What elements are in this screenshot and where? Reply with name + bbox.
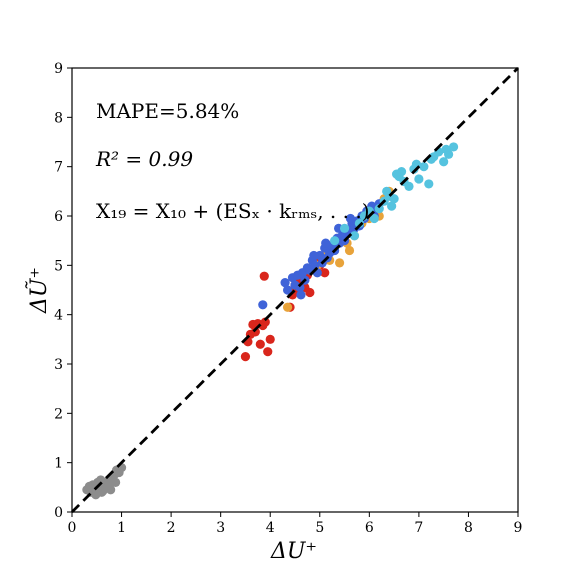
y-tick-label: 1 (54, 456, 63, 472)
data-point (349, 231, 360, 241)
data-point (387, 201, 397, 211)
data-point (321, 238, 331, 248)
mape-annotation: MAPE=5.84% (96, 99, 239, 123)
data-point (263, 347, 273, 357)
x-tick-label: 4 (266, 520, 275, 536)
x-tick-label: 0 (68, 520, 77, 536)
y-tick-label: 3 (54, 357, 63, 373)
y-tick-label: 9 (54, 61, 63, 77)
data-point (305, 287, 315, 298)
reference-line (71, 67, 519, 513)
data-point (295, 282, 305, 293)
data-point (396, 167, 407, 177)
y-tick-label: 6 (54, 209, 63, 225)
data-point (448, 142, 459, 152)
y-tick-label: 2 (54, 406, 63, 422)
x-tick-label: 1 (117, 520, 126, 536)
data-point (424, 179, 434, 189)
x-tick-label: 5 (315, 520, 324, 536)
y-tick-label: 7 (54, 160, 63, 176)
plot-frame (71, 67, 519, 513)
data-point (240, 352, 251, 362)
data-point (259, 271, 269, 281)
x-tick-label: 3 (216, 520, 225, 536)
y-tick-label: 4 (54, 308, 63, 324)
data-point (354, 218, 365, 228)
data-point (345, 213, 356, 224)
data-point (258, 300, 268, 310)
data-point (282, 285, 293, 295)
data-point (344, 245, 355, 256)
data-point (260, 317, 270, 327)
data-point (414, 174, 424, 184)
data-point (280, 278, 290, 288)
data-point (282, 302, 293, 312)
data-point (310, 260, 320, 270)
y-axis-label: ΔŨ⁺ (24, 267, 52, 314)
data-point (112, 465, 122, 475)
y-tick-label: 0 (54, 505, 63, 521)
data-point (389, 194, 399, 204)
y-tick-label: 8 (54, 110, 63, 126)
points-layer (82, 142, 459, 500)
data-point (382, 186, 392, 196)
data-point (250, 327, 260, 337)
data-point (439, 157, 449, 167)
data-point (369, 213, 379, 224)
data-point (419, 162, 429, 172)
y-tick-label: 5 (54, 258, 63, 274)
x-axis-label: ΔU⁺ (270, 539, 317, 564)
data-point (441, 144, 451, 154)
formula-annotation: X₁₉ = X₁₀ + (ESₓ · kᵣₘₛ, . . .) (96, 199, 370, 223)
data-point (309, 250, 319, 261)
x-tick-label: 2 (167, 520, 176, 536)
r2-annotation: R² = 0.99 (95, 147, 193, 171)
data-point (320, 268, 330, 278)
data-point (296, 290, 306, 300)
data-point (330, 236, 340, 246)
data-point (255, 339, 265, 349)
x-tick-label: 9 (514, 520, 523, 536)
data-point (374, 204, 384, 214)
x-tick-label: 6 (365, 520, 374, 536)
x-tick-label: 8 (464, 520, 473, 536)
x-tick-label: 7 (414, 520, 423, 536)
data-point (335, 258, 345, 268)
data-point (265, 334, 275, 344)
data-point (104, 478, 114, 488)
data-point (84, 481, 94, 491)
data-point (404, 181, 414, 191)
ticks-layer: 0 1 2 3 4 5 6 7 8 9 0 1 2 3 4 5 6 7 8 9 (54, 61, 522, 536)
data-point (339, 223, 350, 233)
